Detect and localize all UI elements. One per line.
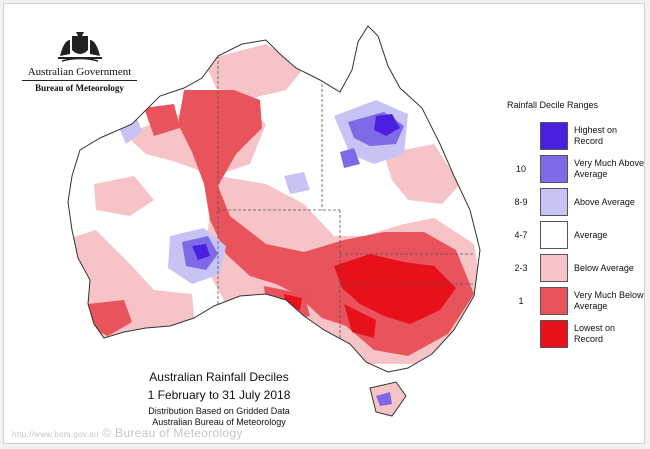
tasmania-above-average [376, 392, 392, 406]
region-very-much-below-average [144, 104, 180, 136]
legend-item: 4-7 Average [502, 221, 642, 251]
coat-of-arms-icon [57, 32, 102, 62]
legend-label: Highest on Record [574, 125, 618, 146]
watermark-url: http://www.bom.gov.au [12, 430, 99, 439]
legend-title: Rainfall Decile Ranges [507, 100, 599, 110]
legend-decile: 4-7 [514, 230, 528, 240]
legend-decile: 2-3 [514, 263, 528, 273]
region-above-average [284, 172, 310, 194]
region-very-much-above-average [340, 148, 360, 168]
legend-swatch [540, 122, 568, 150]
legend-label: Very Much Above Average [574, 158, 645, 179]
watermark-text: © Bureau of Meteorology [102, 426, 243, 440]
legend-item: Lowest on Record [502, 320, 642, 350]
legend-swatch [540, 188, 568, 216]
map-note-distribution: Distribution Based on Gridded Data [148, 406, 290, 416]
map-period: 1 February to 31 July 2018 [147, 388, 291, 402]
legend-decile: 1 [518, 296, 524, 306]
legend-label: Very Much Below Average [574, 290, 644, 311]
legend-swatch [540, 221, 568, 249]
map-note-source: Australian Bureau of Meteorology [152, 417, 286, 427]
legend-item: Highest on Record [502, 122, 642, 152]
region-lowest-on-record [334, 254, 456, 324]
region-very-much-below-average [88, 300, 132, 336]
australia-rainfall-map [67, 25, 481, 417]
watermark: http://www.bom.gov.au © Bureau of Meteor… [12, 426, 243, 440]
legend-label: Lowest on Record [574, 323, 616, 344]
region-below-average [94, 176, 154, 216]
agency-government-name: Australian Government [27, 66, 132, 78]
map-title: Australian Rainfall Deciles [149, 370, 289, 384]
region-highest-on-record [374, 114, 400, 136]
legend-item: 8-9 Above Average [502, 188, 642, 218]
region-highest-on-record [192, 244, 210, 260]
region-below-average [384, 144, 460, 204]
legend-label: Below Average [574, 263, 634, 273]
legend-item: 10 Very Much Above Average [502, 155, 645, 185]
legend-swatch [540, 287, 568, 315]
agency-header: Australian Government Bureau of Meteorol… [22, 26, 137, 93]
map-figure: Australian Government Bureau of Meteorol… [3, 3, 645, 444]
legend-swatch [540, 254, 568, 282]
region-lowest-on-record [344, 304, 376, 338]
agency-bureau-name: Bureau of Meteorology [35, 83, 124, 93]
legend-item: 1 Very Much Below Average [502, 287, 644, 317]
legend-item: 2-3 Below Average [502, 254, 642, 284]
legend-decile: 8-9 [514, 197, 528, 207]
header-divider [22, 80, 137, 81]
region-below-average [204, 44, 304, 100]
legend-label: Above Average [574, 197, 635, 207]
decile-regions [68, 44, 480, 364]
legend-swatch [540, 155, 568, 183]
state-borders [217, 56, 474, 338]
legend-swatch [540, 320, 568, 348]
legend-decile: 10 [515, 164, 526, 174]
legend-label: Average [574, 230, 608, 240]
